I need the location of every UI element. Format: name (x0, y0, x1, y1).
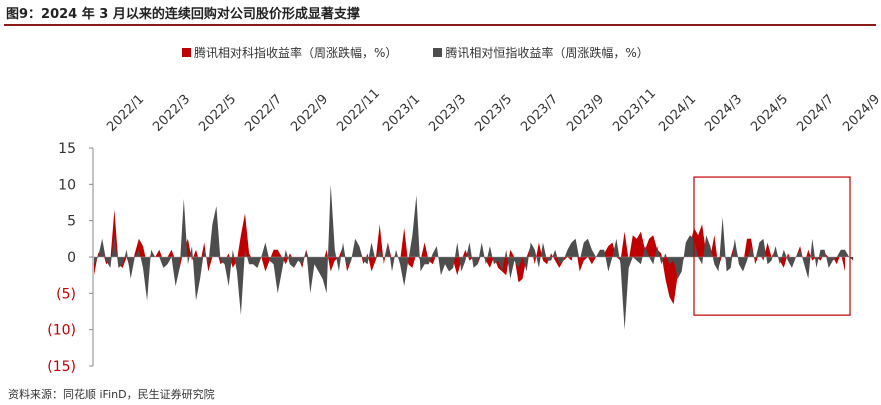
x-tick-label: 2023/11 (610, 86, 659, 135)
highlight-box (693, 176, 851, 316)
y-tick-label: (15) (47, 359, 76, 375)
x-tick-label: 2022/3 (150, 92, 193, 135)
y-tick-label: (10) (47, 323, 76, 339)
y-tick-labels: 15 10 5 0 (5) (10) (15) (47, 141, 76, 375)
x-tick-label: 2022/7 (242, 92, 285, 135)
relative-return-chart: 2022/1 2022/3 2022/5 2022/7 2022/9 2022/11202… (47, 86, 881, 375)
y-tick-label: 0 (67, 250, 76, 266)
figure-title: 图9：2024 年 3 月以来的连续回购对公司股价形成显著支撑 (6, 7, 360, 22)
x-tick-label: 2024/1 (656, 92, 699, 135)
y-tick-label: 15 (58, 141, 76, 157)
title-rule (4, 24, 876, 26)
y-tick-label: (5) (56, 286, 76, 302)
x-tick-label: 2024/7 (794, 92, 837, 135)
x-tick-label: 2022/1 (104, 92, 147, 135)
y-tick-label: 10 (58, 177, 76, 193)
legend: 腾讯相对科指收益率（周涨跌幅，%） 腾讯相对恒指收益率（周涨跌幅，%） (182, 44, 649, 61)
source-note: 资料来源：同花顺 iFinD，民生证券研究院 (8, 388, 215, 401)
x-tick-label: 2023/5 (472, 92, 515, 135)
x-tick-label: 2022/5 (196, 92, 239, 135)
x-tick-label: 2024/9 (840, 92, 881, 135)
legend-item-kechuang: 腾讯相对科指收益率（周涨跌幅，%） (182, 44, 397, 61)
x-tick-labels: 2022/1 2022/3 2022/5 2022/7 2022/9 2022/11202… (104, 86, 881, 135)
legend-swatch-gray (433, 48, 443, 57)
x-tick-label: 2022/9 (288, 92, 331, 135)
x-tick-label: 2022/11 (334, 86, 383, 135)
x-tick-label: 2023/9 (564, 92, 607, 135)
x-tick-label: 2024/5 (748, 92, 791, 135)
legend-label-kechuang: 腾讯相对科指收益率（周涨跌幅，%） (194, 46, 398, 60)
x-tick-label: 2023/3 (426, 92, 469, 135)
legend-label-hangseng: 腾讯相对恒指收益率（周涨跌幅，%） (445, 46, 649, 60)
legend-swatch-red (182, 48, 191, 57)
x-tick-label: 2024/3 (702, 92, 745, 135)
y-tick-marks (89, 147, 93, 367)
y-tick-label: 5 (67, 214, 76, 230)
x-tick-label: 2023/1 (380, 92, 423, 135)
x-tick-label: 2023/7 (518, 92, 561, 135)
legend-item-hangseng: 腾讯相对恒指收益率（周涨跌幅，%） (433, 44, 649, 61)
